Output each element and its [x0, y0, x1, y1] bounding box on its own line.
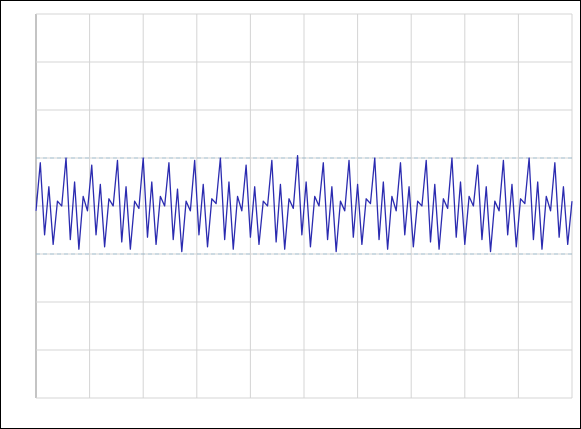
trace	[35, 154, 573, 253]
